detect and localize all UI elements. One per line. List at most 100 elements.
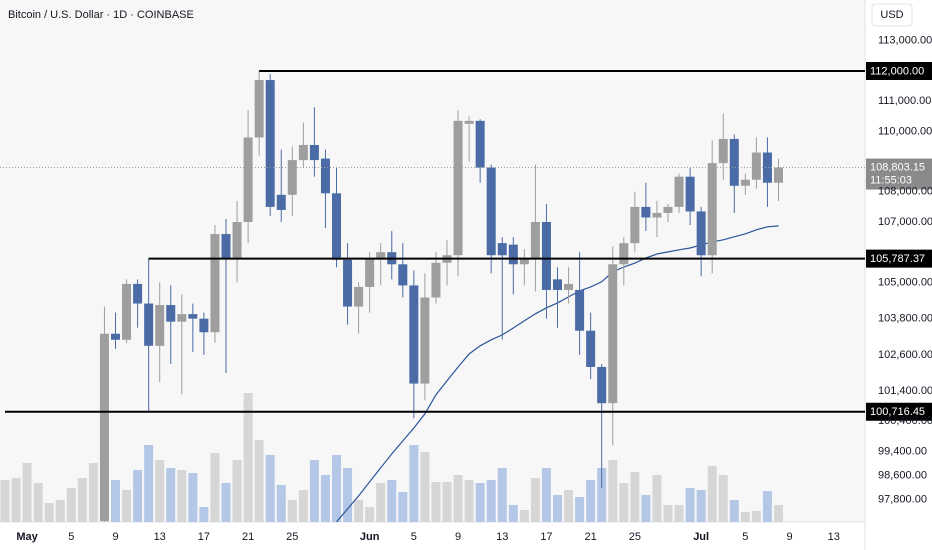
y-tick-label: 100,400.00 [878, 415, 932, 427]
volume-bar [464, 480, 474, 522]
volume-bar [66, 488, 76, 522]
x-tick-label: 5 [68, 531, 74, 543]
price-label: 108,803.15 [870, 161, 925, 173]
volume-bar [199, 507, 209, 522]
candle-body [99, 333, 109, 521]
candle-body [519, 258, 529, 265]
volume-bar [442, 482, 452, 522]
volume-bar [641, 495, 651, 522]
candle-body [232, 221, 242, 259]
candle-body [762, 152, 772, 183]
candle-body [740, 179, 750, 186]
volume-bar [177, 470, 187, 522]
volume-bar [729, 500, 739, 522]
volume-bar [707, 466, 717, 522]
level-label: 105,787.37 [870, 253, 925, 265]
volume-bar [298, 490, 308, 522]
level-label-box [866, 402, 932, 421]
axis-layer: 113,000.00 111,000.00 110,000.00 108,000.00… [16, 35, 932, 543]
candle-body [553, 279, 562, 290]
volume-bar [608, 460, 618, 522]
volume-bar [519, 510, 529, 522]
volume-bar [663, 505, 673, 522]
volume-bar [354, 500, 364, 522]
x-tick-label: Jul [693, 531, 709, 543]
volume-bar [88, 463, 98, 522]
x-tick-label: 25 [286, 531, 298, 543]
candle-body [508, 244, 518, 265]
candle-body [619, 243, 629, 265]
x-tick-label: 13 [154, 531, 166, 543]
candle-body [751, 152, 761, 180]
candle-body [530, 221, 540, 259]
candle-body [199, 318, 209, 333]
time-axis [0, 522, 865, 550]
candle-body [343, 259, 353, 307]
volume-bar [530, 478, 540, 522]
volume-bar [740, 512, 750, 522]
x-tick-label: 9 [112, 531, 118, 543]
volume-bar [111, 480, 120, 522]
candle-body [597, 366, 607, 404]
candle-body [243, 137, 253, 222]
candle-body [111, 333, 120, 340]
volume-bar [77, 478, 87, 522]
candle-body [276, 194, 286, 210]
volume-bar [696, 490, 706, 522]
candle-layer [99, 70, 783, 522]
candle-body [298, 144, 308, 161]
y-tick-label: 105,000.00 [878, 276, 932, 288]
candle-body [398, 264, 408, 286]
volume-bar [597, 468, 607, 522]
candle-body [133, 283, 143, 304]
level-label: 100,716.45 [870, 406, 925, 418]
candle-body [354, 286, 364, 307]
volume-bar [751, 511, 761, 522]
x-tick-label: 21 [585, 531, 597, 543]
y-tick-label: 103,800.00 [878, 313, 932, 325]
volume-bar [575, 497, 585, 522]
x-tick-label: Jun [360, 531, 380, 543]
volume-bar [144, 445, 154, 522]
price-countdown: 11:55:03 [870, 174, 912, 186]
y-tick-label: 110,000.00 [878, 125, 932, 137]
volume-bar [188, 473, 198, 522]
currency[interactable]: USD [880, 9, 903, 21]
volume-bar [133, 470, 143, 522]
volume-bar [287, 500, 297, 522]
candle-body [564, 283, 574, 290]
volume-bar [332, 455, 341, 522]
candle-body [685, 176, 695, 212]
level-layer: 112,000.00 105,787.37 100,716.45 108,803.15… [0, 61, 932, 421]
volume-bar [122, 490, 132, 522]
plot-background [0, 0, 865, 522]
currency-box[interactable] [871, 3, 913, 27]
candle-body [309, 144, 319, 161]
chart-title: Bitcoin / U.S. Dollar · 1D · COINBASE [8, 9, 194, 21]
candle-body [221, 234, 231, 259]
candle-body [177, 314, 187, 322]
y-tick-label: 107,000.00 [878, 216, 932, 228]
volume-bar [398, 492, 408, 522]
candle-body [122, 283, 132, 340]
price-label-box [866, 158, 932, 190]
candle-body [409, 285, 419, 384]
y-tick-label: 97,800.00 [878, 494, 927, 506]
candle-body [497, 243, 507, 256]
candle-body [696, 211, 706, 256]
candle-body [166, 305, 176, 322]
x-tick-label: 17 [540, 531, 552, 543]
volume-bar [11, 478, 21, 522]
level-label-box [866, 61, 932, 80]
price-axis [865, 0, 932, 550]
volume-bar [508, 505, 518, 522]
volume-bar [553, 495, 562, 522]
volume-bar [774, 505, 783, 522]
volume-bar [309, 460, 319, 522]
volume-bar [221, 483, 231, 522]
x-tick-label: May [16, 531, 38, 543]
volume-bar [365, 507, 375, 522]
candle-body [475, 120, 485, 168]
candle-body [453, 120, 463, 256]
